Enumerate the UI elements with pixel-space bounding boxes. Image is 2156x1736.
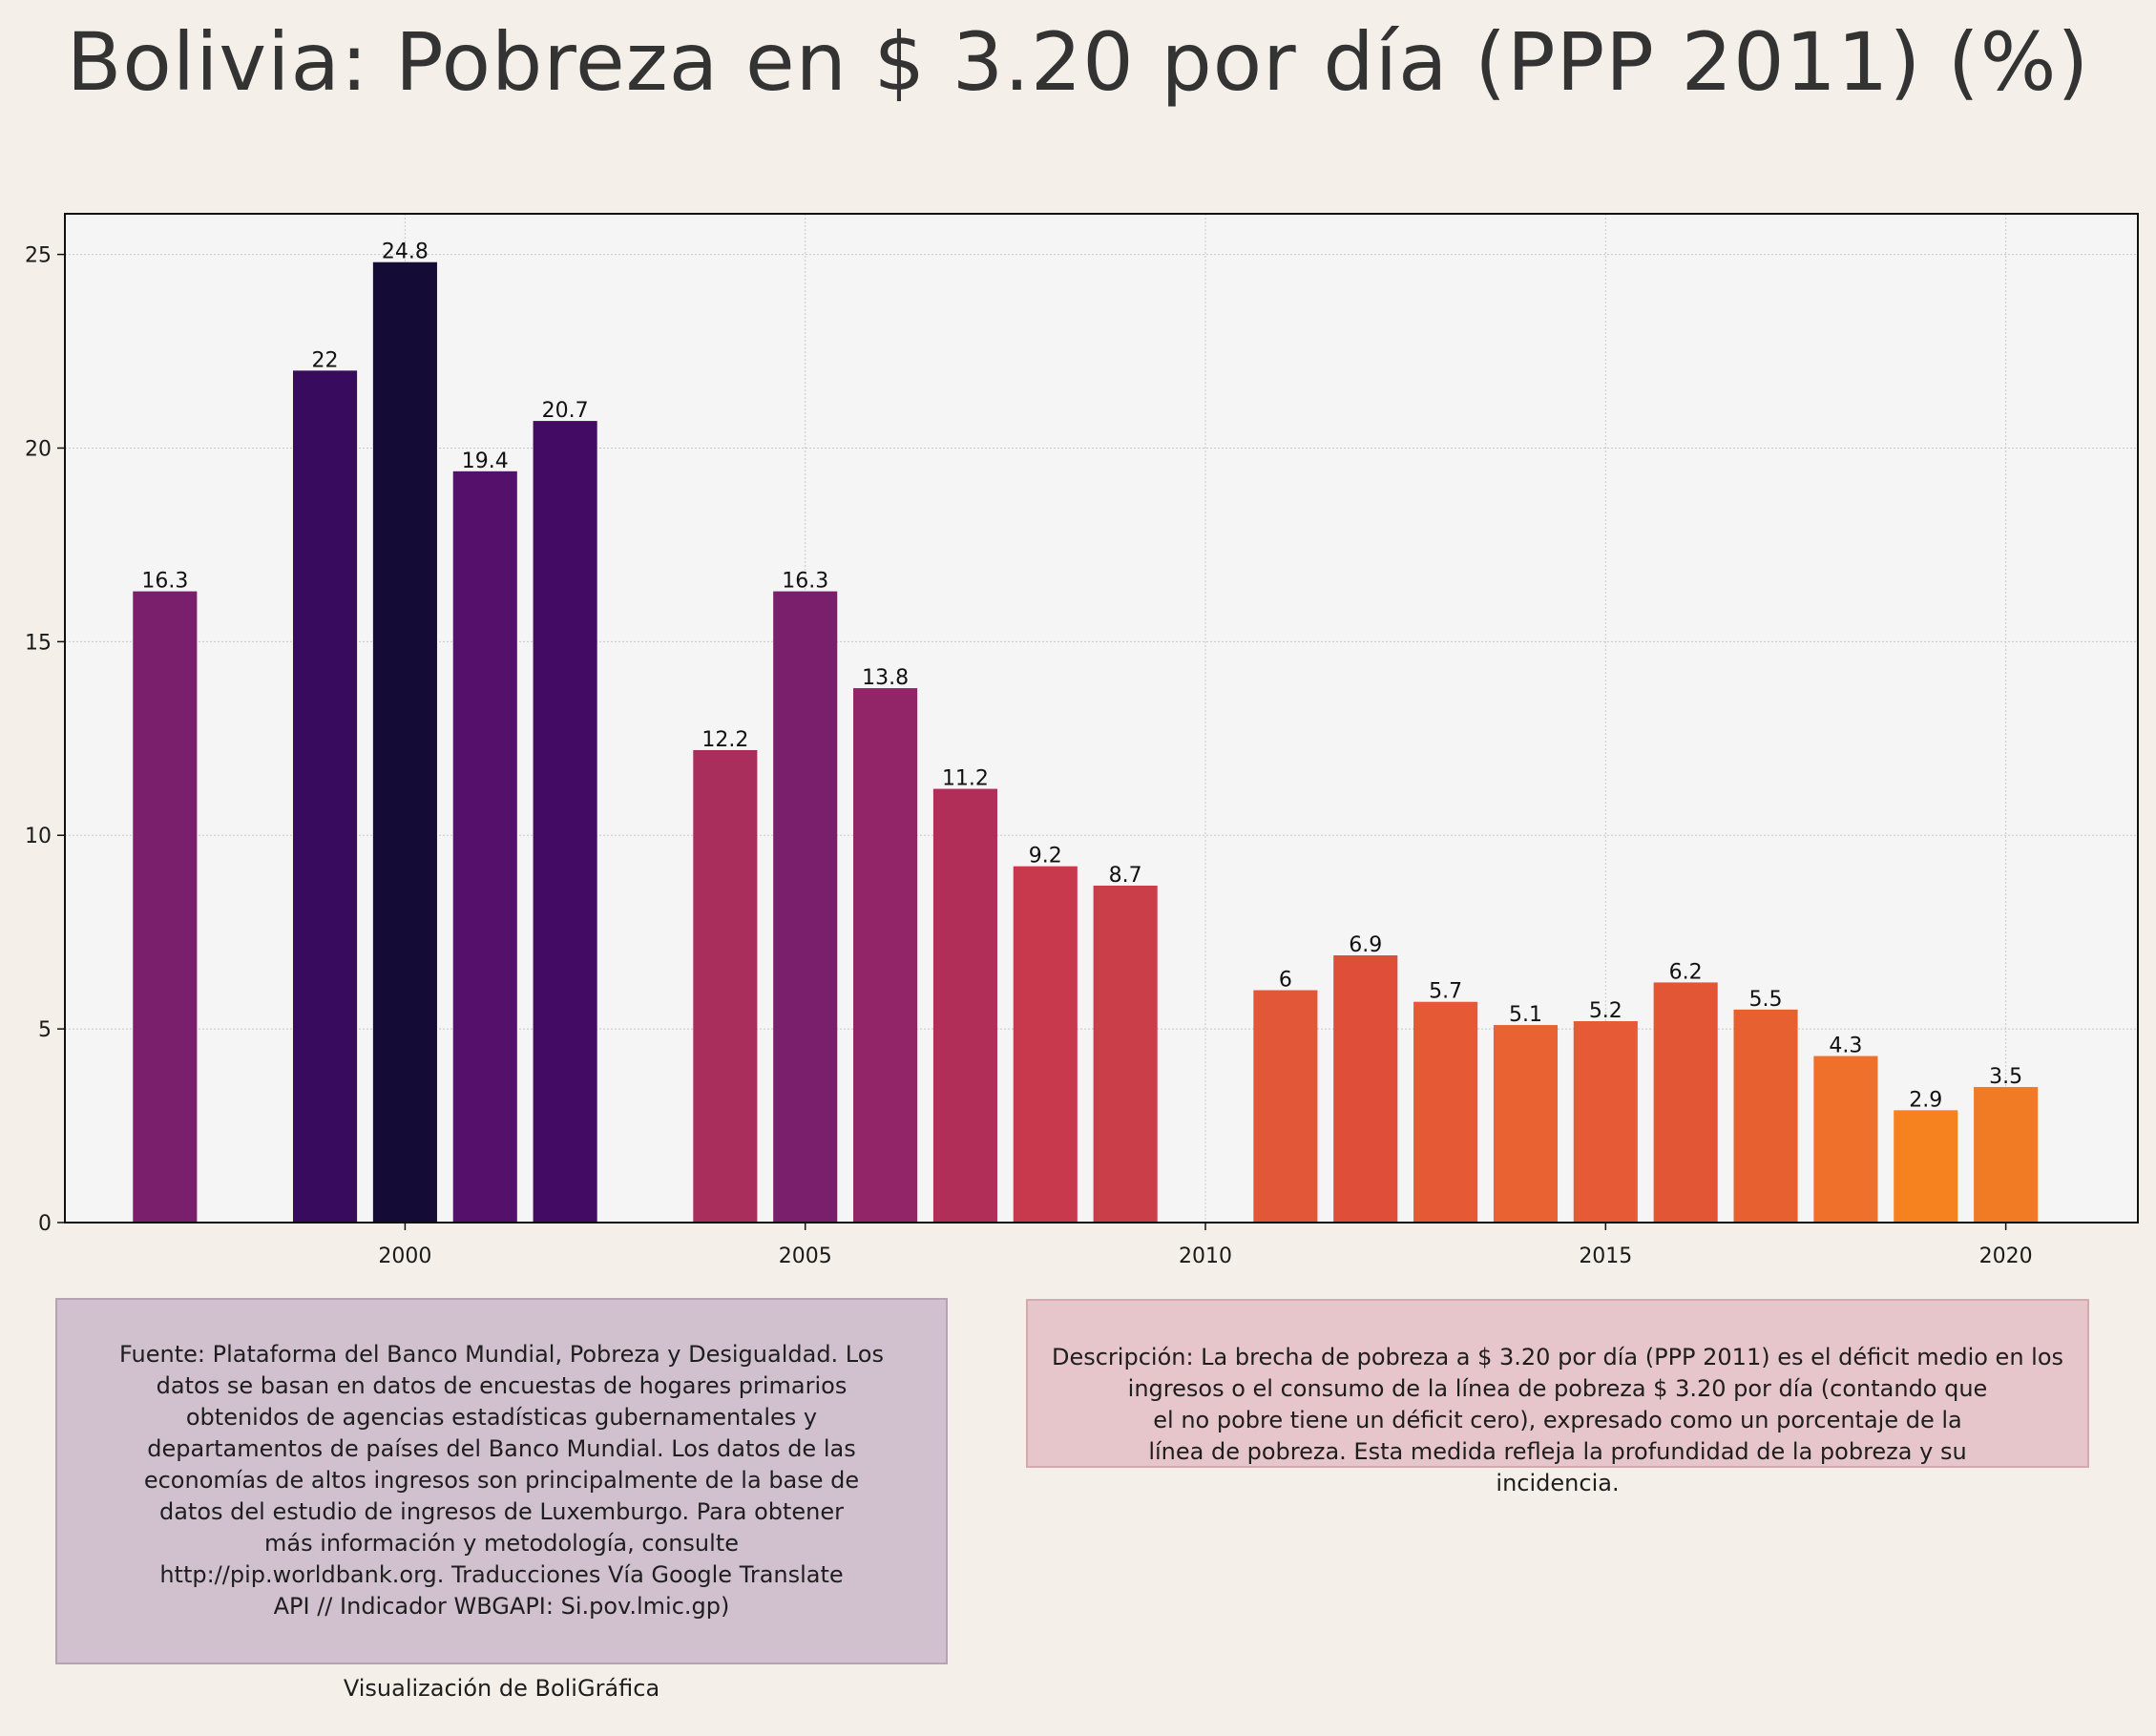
bar — [1333, 955, 1398, 1223]
bar-value-label: 12.2 — [701, 728, 748, 752]
bar — [1253, 990, 1318, 1223]
y-tick-label: 10 — [25, 825, 52, 848]
bar — [533, 421, 597, 1223]
bar-value-label: 5.5 — [1749, 988, 1783, 1012]
bar-value-label: 9.2 — [1029, 845, 1062, 868]
page-title: Bolivia: Pobreza en $ 3.20 por día (PPP … — [66, 15, 2090, 109]
bar — [1733, 1009, 1798, 1223]
x-tick-label: 2000 — [378, 1244, 431, 1268]
bar — [1413, 1001, 1478, 1223]
bar — [853, 688, 918, 1223]
bar — [1093, 885, 1158, 1223]
bar — [773, 591, 838, 1223]
bar — [1573, 1021, 1638, 1223]
bar-value-label: 13.8 — [862, 666, 909, 690]
bar-value-label: 16.3 — [782, 570, 828, 594]
bar-value-label: 4.3 — [1829, 1035, 1862, 1058]
source-text: Fuente: Plataforma del Banco Mundial, Po… — [119, 1341, 884, 1620]
bar-value-label: 5.7 — [1429, 980, 1462, 1004]
bar-chart: 16.3 22 24.8 19.4 20.7 12.2 16.3 13.8 11.2 9.2 8.7… — [25, 213, 2139, 1268]
bar — [932, 788, 997, 1223]
x-tick-label: 2020 — [1979, 1244, 2033, 1268]
bar-value-label: 20.7 — [542, 399, 589, 423]
x-tick-label: 2015 — [1579, 1244, 1632, 1268]
bar — [1894, 1110, 1958, 1223]
bar — [1493, 1025, 1559, 1223]
bar — [1653, 982, 1718, 1223]
y-tick-label: 0 — [38, 1212, 52, 1236]
axis-ticks: 2000 2005 2010 2015 2020 0 5 10 15 20 25 — [25, 244, 2033, 1268]
source-credit: Visualización de BoliGráfica — [343, 1675, 660, 1702]
source-box: Fuente: Plataforma del Banco Mundial, Po… — [55, 1298, 948, 1702]
y-tick-label: 5 — [38, 1018, 52, 1042]
bar — [1013, 866, 1078, 1223]
bars — [133, 261, 2039, 1224]
x-tick-label: 2005 — [779, 1244, 832, 1268]
bar-value-label: 5.1 — [1509, 1003, 1542, 1027]
bar-value-label: 19.4 — [462, 450, 509, 473]
bar-value-label: 16.3 — [141, 570, 188, 594]
bar-value-label: 6.9 — [1349, 933, 1382, 957]
bar — [693, 749, 758, 1223]
bar — [293, 370, 358, 1224]
bar-value-label: 2.9 — [1909, 1088, 1942, 1112]
x-tick-label: 2010 — [1179, 1244, 1232, 1268]
y-tick-label: 20 — [25, 437, 52, 461]
y-tick-label: 15 — [25, 631, 52, 655]
bar — [452, 471, 517, 1223]
bar-value-label: 6 — [1279, 969, 1292, 993]
bar-value-label: 24.8 — [382, 241, 429, 264]
bar-value-label: 11.2 — [942, 767, 989, 791]
bar-value-label: 5.2 — [1589, 999, 1622, 1023]
bar — [372, 261, 437, 1224]
bar-value-label: 8.7 — [1109, 864, 1142, 888]
description-text: Descripción: La brecha de pobreza a $ 3.… — [1051, 1344, 2064, 1496]
bar-value-label: 3.5 — [1989, 1065, 2022, 1089]
plot-frame — [64, 213, 2139, 1224]
y-tick-label: 25 — [25, 244, 52, 268]
bar-value-label: 6.2 — [1669, 960, 1703, 984]
description-box: Descripción: La brecha de pobreza a $ 3.… — [1026, 1299, 2089, 1496]
bar — [1974, 1086, 2039, 1223]
bar — [1813, 1056, 1878, 1223]
bar-value-label: 22 — [312, 348, 339, 372]
data-labels: 16.3 22 24.8 19.4 20.7 12.2 16.3 13.8 11.2 9.2 8.7… — [141, 241, 2022, 1113]
bar — [133, 591, 198, 1223]
